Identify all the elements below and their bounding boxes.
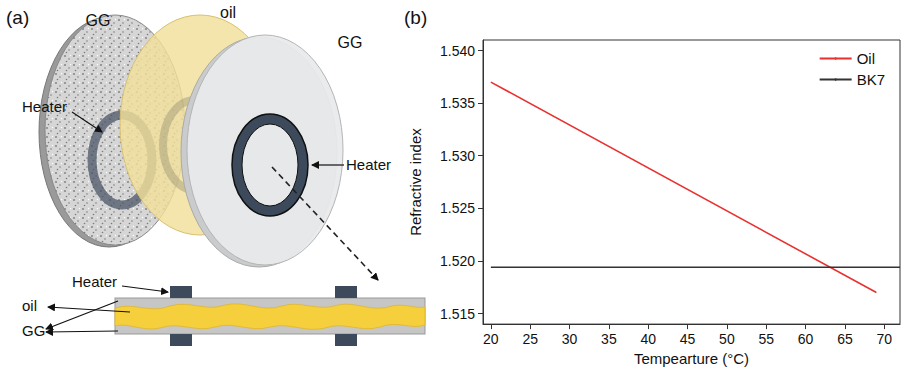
svg-text:55: 55 xyxy=(758,331,774,347)
svg-text:50: 50 xyxy=(719,331,735,347)
svg-text:65: 65 xyxy=(837,331,853,347)
svg-text:30: 30 xyxy=(562,331,578,347)
svg-text:25: 25 xyxy=(522,331,538,347)
svg-text:20: 20 xyxy=(483,331,499,347)
svg-text:1.525: 1.525 xyxy=(440,200,475,216)
svg-text:Oil: Oil xyxy=(857,50,875,67)
svg-text:GG: GG xyxy=(22,322,45,339)
svg-text:70: 70 xyxy=(876,331,892,347)
svg-text:Heater: Heater xyxy=(72,273,117,290)
svg-text:(a): (a) xyxy=(6,7,29,28)
svg-text:1.520: 1.520 xyxy=(440,253,475,269)
svg-text:(b): (b) xyxy=(404,7,427,28)
svg-text:oil: oil xyxy=(220,4,236,21)
svg-text:BK7: BK7 xyxy=(857,71,885,88)
svg-text:oil: oil xyxy=(22,297,37,314)
svg-text:1.540: 1.540 xyxy=(440,43,475,59)
svg-text:GG: GG xyxy=(86,12,111,29)
svg-text:1.530: 1.530 xyxy=(440,148,475,164)
svg-text:GG: GG xyxy=(338,34,363,51)
svg-text:35: 35 xyxy=(601,331,617,347)
svg-text:Heater: Heater xyxy=(22,98,67,115)
svg-text:1.515: 1.515 xyxy=(440,306,475,322)
svg-text:40: 40 xyxy=(640,331,656,347)
svg-text:60: 60 xyxy=(798,331,814,347)
svg-text:Refractive index: Refractive index xyxy=(407,128,424,236)
svg-text:Heater: Heater xyxy=(346,156,391,173)
svg-text:Tempearture (°C): Tempearture (°C) xyxy=(634,350,749,367)
svg-text:45: 45 xyxy=(680,331,696,347)
svg-text:1.535: 1.535 xyxy=(440,95,475,111)
